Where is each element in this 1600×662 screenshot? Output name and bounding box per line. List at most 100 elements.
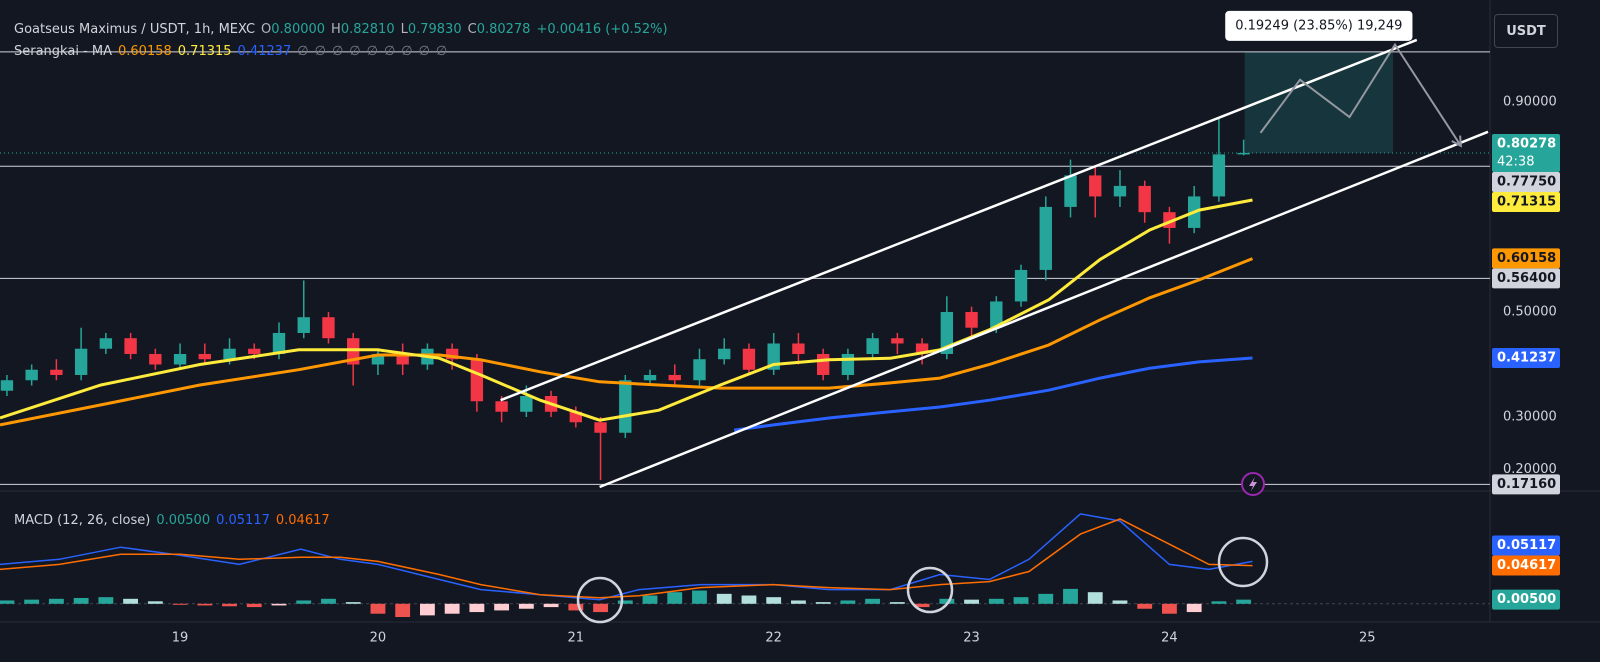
histogram-bar (73, 597, 89, 604)
price-label-box (1492, 171, 1560, 192)
candle-body (940, 311, 954, 354)
candle-body (1138, 185, 1151, 213)
price-label-box (1492, 535, 1560, 556)
histogram-bar (667, 592, 683, 604)
histogram-bar (543, 603, 559, 608)
histogram-bar (444, 603, 460, 614)
histogram-bar (1013, 597, 1029, 604)
histogram-bar (1211, 601, 1227, 604)
candle-body (74, 348, 88, 375)
macd-legend: MACD (12, 26, close) 0.00500 0.05117 0.046… (14, 513, 330, 528)
candle-body (718, 348, 731, 360)
price-label-box (1492, 589, 1560, 610)
histogram-bar (24, 599, 40, 604)
histogram-bar (1162, 603, 1177, 614)
histogram-bar (791, 600, 806, 604)
histogram-bar (692, 590, 707, 604)
channel-line (599, 130, 1489, 489)
candle-body (50, 369, 63, 375)
histogram-bar (716, 593, 732, 604)
quote-item: H0.82810 (331, 22, 395, 37)
price-label: 0.04617 (1497, 558, 1556, 573)
histogram-bar (246, 603, 262, 608)
candle-body (1212, 154, 1226, 197)
candle-body (792, 343, 805, 354)
candle-body (1039, 206, 1052, 270)
histogram-bar (1137, 603, 1153, 609)
histogram-bar (1087, 592, 1103, 604)
histogram-bar (642, 595, 658, 604)
price-label-box (1492, 555, 1560, 576)
quote-item: O0.80000 (261, 22, 325, 37)
histogram-bar (568, 603, 584, 611)
histogram-bar (123, 598, 139, 604)
ma-placeholder: ∅ (297, 44, 309, 59)
currency-button[interactable]: USDT (1494, 14, 1558, 48)
x-tick-label: 19 (172, 631, 189, 646)
candle-body (619, 380, 632, 433)
histogram-bar (865, 598, 881, 604)
quote-key: H (331, 22, 341, 37)
candle-body (124, 338, 137, 354)
quote-key: O (261, 22, 272, 37)
histogram-bar (766, 597, 782, 604)
price-label-box (1492, 133, 1560, 172)
candle-body (248, 348, 261, 354)
candle-body (371, 353, 385, 365)
histogram-bar (321, 598, 336, 604)
candle-body (1237, 152, 1250, 155)
candle-body (99, 338, 113, 349)
histogram-bar (147, 601, 163, 604)
candle-body (173, 353, 187, 365)
macd-title: MACD (12, 26, close) (14, 513, 151, 528)
price-label: 0.80278 (1497, 136, 1556, 151)
histogram-bar (964, 599, 979, 604)
candle-body (520, 395, 533, 412)
histogram-bar (617, 600, 633, 604)
histogram-bar (345, 602, 361, 604)
macd-line (0, 518, 1253, 599)
candle-body (668, 374, 681, 381)
x-tick-label: 21 (568, 631, 585, 646)
candle-body (1014, 269, 1028, 302)
histogram-bar (1063, 588, 1078, 604)
histogram-bar (1038, 593, 1054, 604)
histogram-bar (1236, 599, 1252, 604)
quote-value: 0.82810 (340, 22, 395, 37)
candle-body (866, 338, 879, 354)
ma-placeholder: ∅ (366, 44, 378, 59)
histogram-bar (370, 603, 386, 614)
candle-body (1089, 175, 1102, 197)
price-label-box (1492, 347, 1560, 368)
histogram-bar (889, 602, 905, 604)
ma-placeholder: ∅ (331, 44, 344, 59)
price-label: 0.17160 (1497, 477, 1556, 492)
ma-placeholder: ∅ (401, 44, 413, 59)
moving-average (733, 356, 1253, 432)
histogram-bar (395, 603, 411, 618)
histogram-bar (197, 603, 213, 606)
ma-value: 0.71315 (177, 44, 232, 59)
candle-body (495, 401, 508, 412)
candle-body (198, 353, 211, 360)
candle-body (1064, 175, 1077, 207)
histogram-bar (815, 602, 831, 604)
macd-line (0, 513, 1253, 601)
ma-placeholder: ∅ (418, 44, 430, 59)
histogram-bar (741, 595, 757, 604)
histogram-bar (271, 603, 287, 606)
quote-item: C0.80278 (468, 22, 531, 37)
event-icon-bolt (1249, 477, 1257, 491)
histogram-bar (1112, 600, 1128, 604)
candle-body (322, 317, 335, 339)
ma-legend-name: Serangkai - MA (14, 44, 112, 59)
histogram-bar (222, 603, 237, 607)
histogram-bar (172, 603, 188, 605)
candle-body (445, 348, 459, 360)
quote-value: 0.79830 (407, 22, 462, 37)
price-label: 0.77750 (1497, 174, 1556, 189)
price-label-box (1492, 474, 1560, 495)
candle-body (25, 369, 38, 381)
histogram-bar (914, 603, 930, 608)
